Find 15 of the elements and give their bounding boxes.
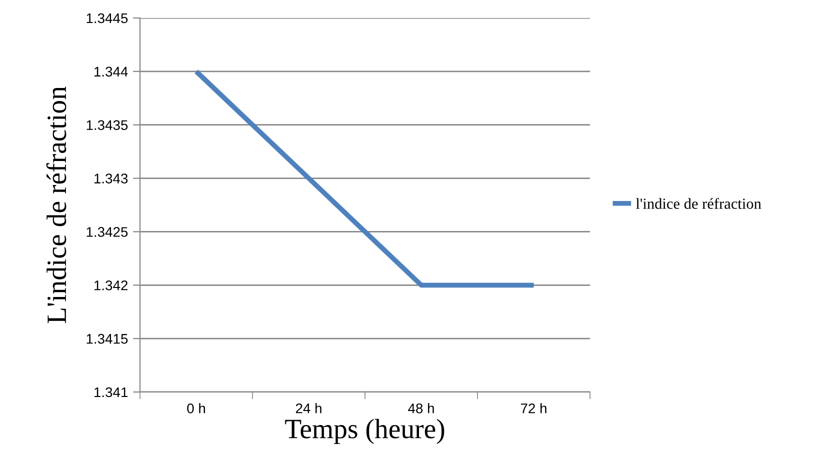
y-tick-label: 1.3435 <box>86 120 128 130</box>
x-tick-label: 24 h <box>296 403 322 414</box>
y-tick-label: 1.3415 <box>86 334 128 344</box>
x-tick-label: 72 h <box>520 403 546 414</box>
x-tick-label: 48 h <box>408 403 434 414</box>
y-axis-title: L'indice de réfraction <box>46 86 66 324</box>
y-tick-label: 1.341 <box>94 387 128 398</box>
legend-label: l'indice de réfraction <box>636 198 762 209</box>
y-tick-label: 1.343 <box>94 174 128 184</box>
y-tick-label: 1.3425 <box>86 227 128 237</box>
y-tick-label: 1.344 <box>94 66 128 77</box>
x-axis-title: Temps (heure) <box>285 418 444 444</box>
x-tick-label: 0 h <box>187 403 206 414</box>
y-tick-label: 1.342 <box>94 280 128 290</box>
y-tick-label: 1.3445 <box>86 13 128 24</box>
